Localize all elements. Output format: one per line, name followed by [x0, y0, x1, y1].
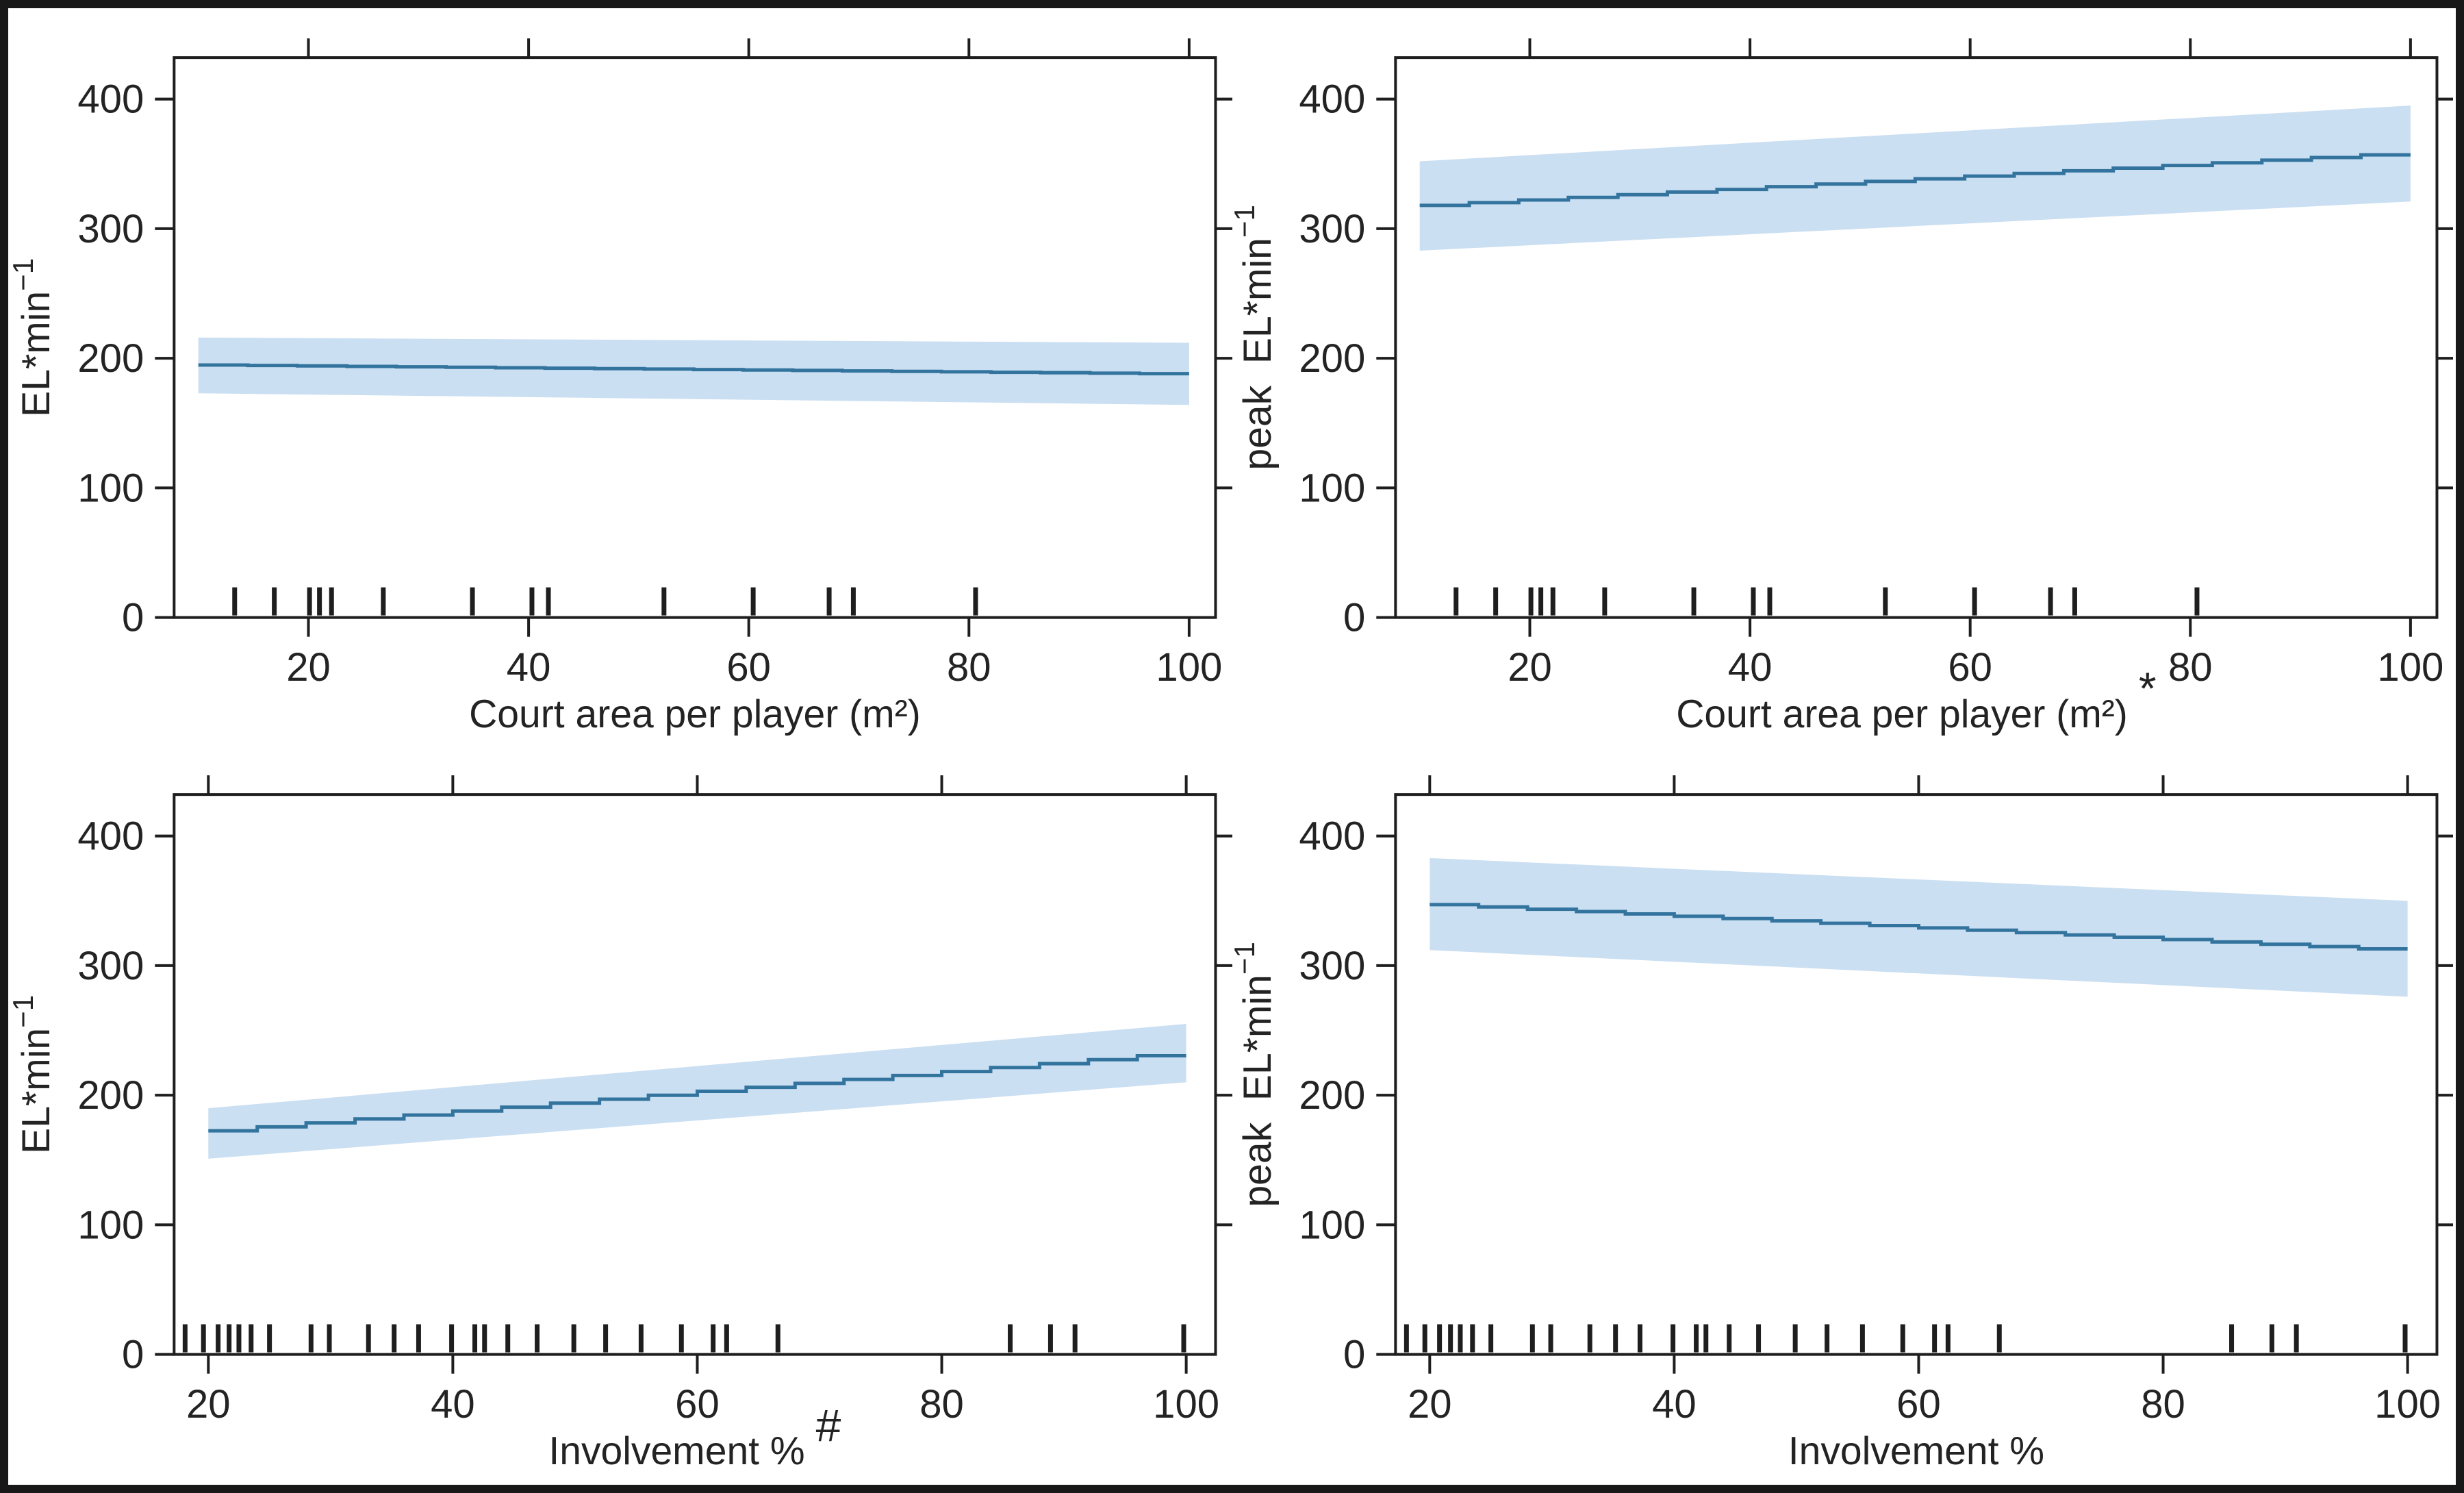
y-tick-label: 300: [77, 944, 144, 988]
x-tick-label: 20: [1408, 1382, 1452, 1427]
x-tick-label: 60: [1896, 1382, 1941, 1427]
plot-box: [173, 793, 1217, 1356]
x-tick-label: 40: [1652, 1382, 1697, 1427]
x-tick-label: 40: [1727, 645, 1772, 690]
y-tick-label: 100: [77, 1203, 144, 1247]
y-tick-label: 400: [1299, 814, 1365, 859]
fit-line: [1419, 153, 2411, 208]
x-tick-label: 20: [286, 645, 331, 690]
y-tick-label: 0: [1343, 596, 1364, 640]
x-tick-label: 60: [675, 1382, 720, 1427]
panel-top-right-peak-el-vs-court-area: 20 40 60 80 100 0 100 200 300 400 Court area per p…: [1232, 10, 2453, 746]
panel-top-left-el-vs-court-area: 20 40 60 80 100 0 100 200 300 400 Court area per p…: [11, 10, 1232, 746]
y-tick-label: 400: [77, 814, 144, 859]
x-tick-label: 40: [431, 1382, 475, 1427]
y-tick-label: 400: [77, 77, 144, 122]
y-tick-label: 0: [122, 596, 144, 640]
y-tick-label: 0: [1343, 1333, 1364, 1377]
y-axis-label: EL*min−1: [11, 995, 58, 1154]
y-axis-label-exponent: −1: [11, 258, 39, 291]
x-tick-label: 20: [1508, 645, 1552, 690]
x-tick-label: 100: [2377, 645, 2443, 690]
x-tick-label: 60: [726, 645, 771, 690]
y-tick-label: 300: [1299, 207, 1365, 251]
x-tick-label: 40: [507, 645, 551, 690]
fit-line: [1429, 903, 2408, 951]
y-tick-label: 100: [1299, 466, 1365, 510]
x-tick-label: 100: [1153, 1382, 1219, 1427]
y-tick-label: 200: [77, 336, 144, 381]
y-axis-label-exponent: −1: [1232, 205, 1260, 238]
y-tick-label: 300: [77, 207, 144, 251]
y-axis-label: peak EL*min−1: [1232, 942, 1280, 1207]
y-tick-label: 200: [1299, 1073, 1365, 1118]
x-tick-label: 80: [947, 645, 991, 690]
y-axis-label: EL*min−1: [11, 258, 58, 417]
x-tick-label: 80: [2141, 1382, 2185, 1427]
x-tick-label: 60: [1948, 645, 1992, 690]
plot-box: [1393, 56, 2438, 619]
x-tick-label: 80: [919, 1382, 964, 1427]
x-axis-significance-marker: *: [2138, 664, 2156, 714]
panel-bottom-right-peak-el-vs-involvement: 20 40 60 80 100 0 100 200 300 400 Involvement % pea…: [1232, 746, 2453, 1483]
fit-line: [198, 363, 1189, 376]
x-axis-significance-marker: #: [816, 1401, 841, 1451]
y-tick-label: 200: [1299, 336, 1365, 381]
panel-bottom-left-el-vs-involvement: 20 40 60 80 100 0 100 200 300 400 Involvement %# EL…: [11, 746, 1232, 1483]
x-tick-label: 100: [1156, 645, 1222, 690]
y-tick-label: 300: [1299, 944, 1365, 988]
y-tick-label: 100: [77, 466, 144, 510]
x-tick-label: 80: [2168, 645, 2212, 690]
y-tick-label: 200: [77, 1073, 144, 1118]
plot-box: [173, 56, 1217, 619]
confidence-band: [198, 337, 1189, 405]
peak-el-vs-involvement-chart: 20 40 60 80 100 0 100 200 300 400 Involvement % pea…: [1232, 775, 2453, 1473]
y-tick-label: 400: [1299, 77, 1365, 122]
y-axis-label-exponent: −1: [1232, 942, 1260, 975]
x-tick-label: 100: [2374, 1382, 2441, 1427]
y-axis-label-exponent: −1: [11, 995, 39, 1028]
el-vs-court-area-chart: 20 40 60 80 100 0 100 200 300 400 Court area per p…: [11, 38, 1232, 736]
y-tick-label: 0: [122, 1333, 144, 1377]
y-tick-label: 100: [1299, 1203, 1365, 1247]
fit-line: [208, 1054, 1186, 1133]
x-axis-label: Involvement %: [1788, 1429, 2044, 1473]
y-axis-label: peak EL*min−1: [1232, 205, 1280, 471]
x-tick-label: 20: [186, 1382, 231, 1427]
x-axis-label: Court area per player (m²): [469, 692, 921, 736]
plot-box: [1393, 793, 2438, 1356]
